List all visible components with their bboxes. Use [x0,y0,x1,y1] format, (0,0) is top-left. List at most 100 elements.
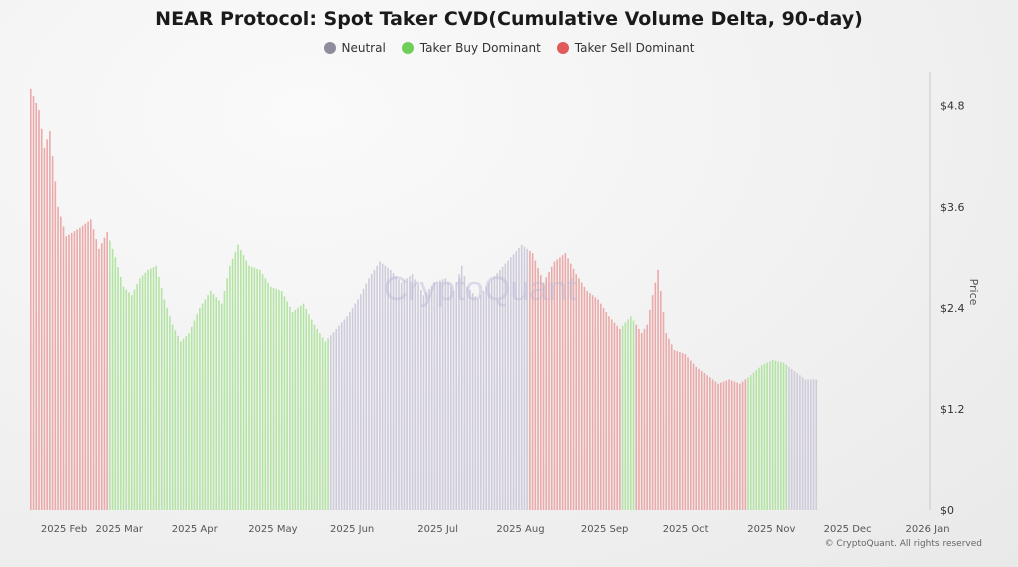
bar-neutral [815,379,818,510]
bar-buy [128,292,130,510]
bar-buy [256,268,258,510]
bar-buy [310,319,313,510]
bar-sell [586,291,588,510]
bar-buy [242,255,245,510]
bar-buy [297,307,299,510]
x-tick-label: 2025 Feb [41,524,87,535]
bar-neutral [447,282,449,510]
bar-sell [534,260,537,510]
bar-neutral [790,368,793,510]
bar-sell [692,363,695,510]
bar-sell [690,360,692,510]
bar-neutral [349,312,351,510]
bar-sell [605,312,608,510]
bar-neutral [469,289,471,510]
bar-neutral [463,276,466,510]
bar-buy [785,364,788,510]
bar-buy [760,365,763,510]
bar-buy [308,314,310,510]
watermark: CryptoQuant [384,270,577,308]
bar-neutral [482,291,485,510]
bar-neutral [395,276,398,510]
bar-sell [728,379,730,510]
bar-buy [215,297,218,510]
bar-sell [610,319,613,510]
bar-buy [163,299,166,510]
bar-sell [706,375,708,510]
bar-buy [193,320,196,510]
bar-buy [177,335,179,510]
bar-sell [49,130,51,510]
bar-buy [218,300,220,510]
bar-sell [90,219,92,510]
bar-sell [76,229,78,510]
bar-neutral [499,269,501,510]
bar-sell [589,293,591,510]
bar-buy [253,267,256,510]
bar-sell [572,268,575,510]
bar-buy [144,272,147,510]
bar-sell [567,258,569,510]
bar-sell [548,272,550,510]
y-ticks-group: $0 $1.2 $2.4 $3.6 $4.8 [940,100,965,517]
bar-neutral [471,293,474,510]
y-tick-label: $0 [940,504,954,517]
bar-sell [84,223,87,510]
bar-sell [720,382,722,510]
legend-dot-neutral [323,42,336,54]
bar-neutral [526,248,528,510]
bar-sell [531,253,534,510]
bar-buy [212,294,215,510]
bar-sell [79,227,81,510]
bar-neutral [381,263,384,511]
bar-sell [722,381,725,510]
bar-buy [133,289,136,510]
legend-item-neutral[interactable]: Neutral [323,41,386,55]
bar-sell [559,257,561,510]
bar-sell [681,353,684,510]
legend-dot-buy [401,42,414,54]
bar-sell [684,354,687,510]
bar-sell [81,225,84,510]
bar-sell [643,328,646,510]
bar-sell [51,156,54,511]
legend: Neutral Taker Buy Dominant Taker Sell Do… [0,41,1018,55]
bar-sell [54,181,57,510]
bar-buy [278,289,280,510]
bar-buy [188,333,190,510]
bar-neutral [520,244,523,511]
bar-buy [632,320,635,510]
bar-sell [714,381,717,510]
legend-item-buy[interactable]: Taker Buy Dominant [401,41,541,55]
bar-buy [169,316,171,510]
bar-neutral [512,254,515,510]
y-tick-label: $4.8 [940,100,965,113]
bar-buy [248,265,250,510]
bar-sell [46,139,48,510]
bar-buy [201,303,204,510]
bar-buy [286,301,288,510]
bar-neutral [430,285,433,510]
bar-neutral [441,279,444,510]
bar-sell [649,309,651,510]
bar-buy [272,287,275,510]
bar-buy [755,370,758,510]
legend-item-sell[interactable]: Taker Sell Dominant [556,41,695,55]
bar-sell [73,231,76,510]
bar-buy [171,324,174,510]
bar-sell [654,282,657,510]
bar-neutral [414,279,417,510]
bar-buy [270,286,272,510]
bar-sell [709,377,711,510]
bar-buy [166,307,168,510]
bar-sell [741,381,744,510]
bar-neutral [810,379,812,510]
bar-buy [777,361,779,510]
bar-buy [109,240,111,510]
bar-sell [100,243,103,510]
bar-neutral [493,276,496,510]
bar-sell [98,248,100,510]
bar-sell [591,295,594,510]
bar-buy [210,291,212,510]
bar-buy [120,276,122,510]
